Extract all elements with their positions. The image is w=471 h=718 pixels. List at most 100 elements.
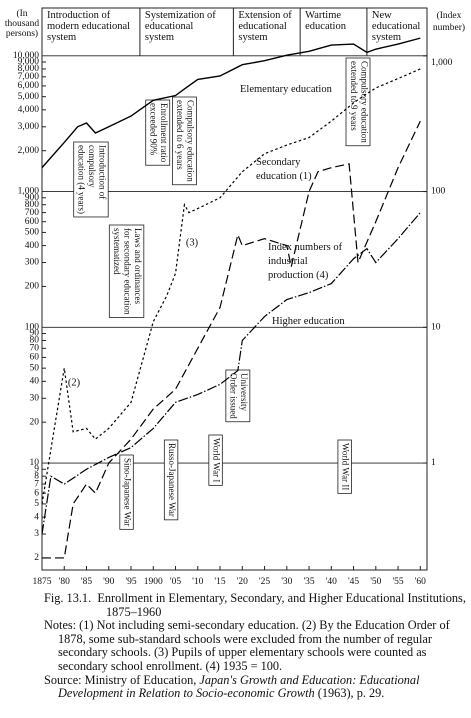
event-label: Laws and ordinancesfor secondary educati… (112, 228, 143, 315)
era-label: Systemization of educational system (145, 10, 216, 43)
chart: (In thousand persons) (Index number) Introduc… (5, 7, 465, 587)
event-frame (345, 57, 371, 147)
x-tick-label: '95 (125, 577, 136, 587)
y-tick-label: 900 (25, 193, 40, 203)
x-tick-label: '15 (214, 577, 225, 587)
x-tick-label: '60 (415, 577, 426, 587)
y-tick-label: 500 (25, 228, 40, 238)
x-tick-label: '80 (59, 577, 70, 587)
y-tick-label: 2 (34, 553, 39, 563)
figure-number: Fig. 13.1. (44, 591, 92, 605)
era-label-line: Wartime (305, 10, 341, 21)
y-tick-label: 100 (25, 322, 40, 332)
y-tick-label: 1,000 (18, 187, 40, 197)
event-label-line: Sino-Japanese War (123, 458, 133, 526)
y2-tick-label: 10 (431, 322, 441, 332)
y-tick-label: 7,000 (18, 72, 40, 82)
era-label-line: system (145, 32, 174, 43)
event-frame (172, 96, 197, 186)
caption: Fig. 13.1. Enrollment in Elementary, Sec… (44, 591, 466, 701)
event-label-line: extended to 6 years (175, 100, 185, 170)
y-tick-label: 5,000 (18, 92, 40, 102)
y-tick-label: 60 (30, 353, 40, 363)
series-label: Elementary education (240, 84, 333, 95)
x-tick-label: '10 (192, 577, 203, 587)
event-box: Sino-Japanese War (119, 454, 134, 530)
event-label-line: education (4 years) (76, 145, 86, 214)
y-tick-label: 3,000 (18, 122, 40, 132)
event-label: Sino-Japanese War (123, 458, 133, 526)
era-label-line: New (372, 10, 392, 21)
series-label-line: education (1) (256, 171, 312, 182)
era-label: Extension of educational system (238, 10, 292, 43)
event-label-line: World War II (341, 443, 351, 490)
source-title: Japan's Growth and Education: Educationa… (58, 672, 420, 701)
event-box: Introduction ofcompulsoryeducation (4 ye… (73, 141, 109, 218)
y-tick-label: 3 (34, 529, 39, 539)
x-tick-label: '45 (348, 577, 359, 587)
y-tick-label: 7 (34, 479, 39, 489)
era-label-line: Extension of (238, 10, 292, 21)
y-tick-label: 6,000 (18, 81, 40, 91)
event-label: World War II (341, 443, 351, 490)
series-label: Index numbers of industrial production (4) (268, 242, 343, 281)
series-label: Secondary education (1) (256, 157, 312, 182)
era-label-line: system (238, 32, 267, 43)
y-axis-unit-line: thousand (5, 19, 40, 29)
y-tick-label: 10,000 (13, 51, 39, 61)
event-label: Compulsory educationextended to 9 years (349, 61, 370, 143)
y-tick-label: 400 (25, 241, 40, 251)
y-tick-label: 10 (30, 458, 40, 468)
era-label-line: system (47, 32, 76, 43)
y-axis-unit: (In thousand persons) (5, 8, 40, 39)
y-tick-label: 9,000 (18, 57, 40, 67)
y2-tick-label: 1 (431, 458, 436, 468)
series-label-line: Index numbers of (268, 242, 343, 253)
notes: Notes: (1) Not including semi-secondary … (44, 618, 450, 673)
x-tick-label: '90 (103, 577, 114, 587)
event-frame (337, 439, 352, 494)
x-tick-label: '40 (326, 577, 337, 587)
y-tick-label: 800 (25, 200, 40, 210)
series-line (42, 120, 421, 559)
event-label-line: exceeded 90% (148, 103, 158, 156)
era-label: Wartime education (305, 10, 347, 32)
event-label: UniversityOrder issued (229, 373, 250, 419)
y2-axis-unit: (Index number) (433, 10, 465, 33)
era-label: New educational system (372, 10, 420, 43)
event-frame (73, 141, 109, 218)
y-tick-label: 70 (30, 344, 40, 354)
event-box: UniversityOrder issued (225, 369, 251, 423)
y-tick-label: 50 (30, 363, 40, 373)
y-tick-label: 300 (25, 258, 40, 268)
y-tick-label: 20 (30, 417, 40, 427)
y-tick-label: 2,000 (18, 146, 40, 156)
series-label-line: Elementary education (240, 84, 333, 95)
event-label-line: Russo-Japanese War (167, 443, 177, 517)
x-tick-label: '30 (281, 577, 292, 587)
series-label-line: Higher education (272, 316, 345, 327)
annotation: (3) (186, 237, 199, 248)
era-label: Introduction of modern educational system (47, 10, 130, 43)
series-label-line: industrial (268, 256, 308, 267)
y2-axis-unit-line: (Index (437, 10, 462, 21)
era-label-line: modern educational (47, 21, 130, 32)
event-box: Russo-Japanese War (163, 439, 179, 521)
event-label: Introduction ofcompulsoryeducation (4 ye… (76, 145, 107, 214)
series-label-line: production (4) (268, 270, 329, 281)
x-tick-label: '05 (170, 577, 181, 587)
era-label-line: Systemization of (145, 10, 216, 21)
event-label-line: Order issued (229, 373, 239, 419)
x-tick-label: '50 (370, 577, 381, 587)
series-line (41, 212, 421, 535)
era-label-line: system (372, 32, 401, 43)
y2-tick-label: 1,000 (431, 58, 453, 68)
plot-frame (41, 7, 428, 571)
y-tick-label: 4,000 (18, 105, 40, 115)
source-prefix: Source: Ministry of Education, (44, 672, 200, 687)
event-box: Laws and ordinancesfor secondary educati… (108, 224, 145, 318)
figure-title: Enrollment in Elementary, Secondary, and… (97, 591, 466, 619)
event-label: Russo-Japanese War (167, 443, 177, 517)
y-tick-label: 30 (30, 393, 40, 403)
